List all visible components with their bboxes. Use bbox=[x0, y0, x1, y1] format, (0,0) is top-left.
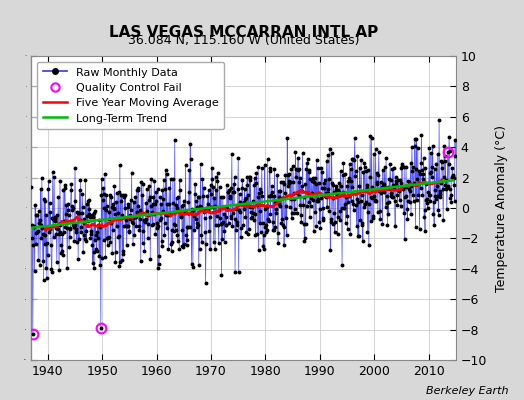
Y-axis label: Temperature Anomaly (°C): Temperature Anomaly (°C) bbox=[496, 124, 508, 292]
Title: LAS VEGAS MCCARRAN INTL AP: LAS VEGAS MCCARRAN INTL AP bbox=[109, 24, 378, 40]
Text: Berkeley Earth: Berkeley Earth bbox=[426, 386, 508, 396]
Legend: Raw Monthly Data, Quality Control Fail, Five Year Moving Average, Long-Term Tren: Raw Monthly Data, Quality Control Fail, … bbox=[37, 62, 224, 129]
Text: 36.084 N, 115.160 W (United States): 36.084 N, 115.160 W (United States) bbox=[128, 34, 359, 47]
